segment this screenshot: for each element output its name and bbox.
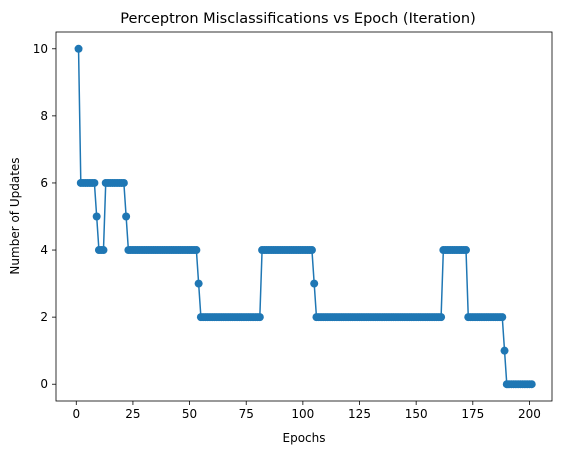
data-point [74,44,83,53]
x-tick-label: 175 [461,407,484,421]
y-tick-label: 8 [40,109,48,123]
data-point [500,346,509,355]
y-axis-label: Number of Updates [8,157,22,274]
x-axis: 0 25 50 75 100 125 150 175 200 [72,401,541,421]
x-tick-label: 200 [518,407,541,421]
plot-area-frame [55,31,553,402]
x-axis-label: Epochs [283,431,326,445]
y-tick-label: 10 [33,42,48,56]
y-axis: 0 2 4 6 8 10 [33,42,56,391]
y-tick-label: 6 [40,176,48,190]
x-tick-label: 75 [239,407,254,421]
y-tick-label: 4 [40,243,48,257]
x-tick-label: 50 [182,407,197,421]
data-point [307,246,316,255]
series-line [77,48,532,385]
x-tick-label: 0 [72,407,80,421]
data-point [437,313,446,322]
data-point [310,279,319,288]
data-point [462,246,471,255]
data-point [90,178,99,187]
y-tick-label: 0 [40,377,48,391]
x-tick-label: 25 [125,407,140,421]
data-point [122,212,131,221]
data-point [527,380,536,389]
x-tick-label: 150 [405,407,428,421]
data-point [119,178,128,187]
data-point [92,212,101,221]
data-point [498,313,507,322]
series-layer [74,44,536,389]
data-point [255,313,264,322]
chart-title: Perceptron Misclassifications vs Epoch (… [120,11,476,27]
data-point [192,246,201,255]
x-tick-label: 125 [348,407,371,421]
data-point [99,246,108,255]
x-tick-label: 100 [291,407,314,421]
data-point [194,279,203,288]
y-tick-label: 2 [40,310,48,324]
